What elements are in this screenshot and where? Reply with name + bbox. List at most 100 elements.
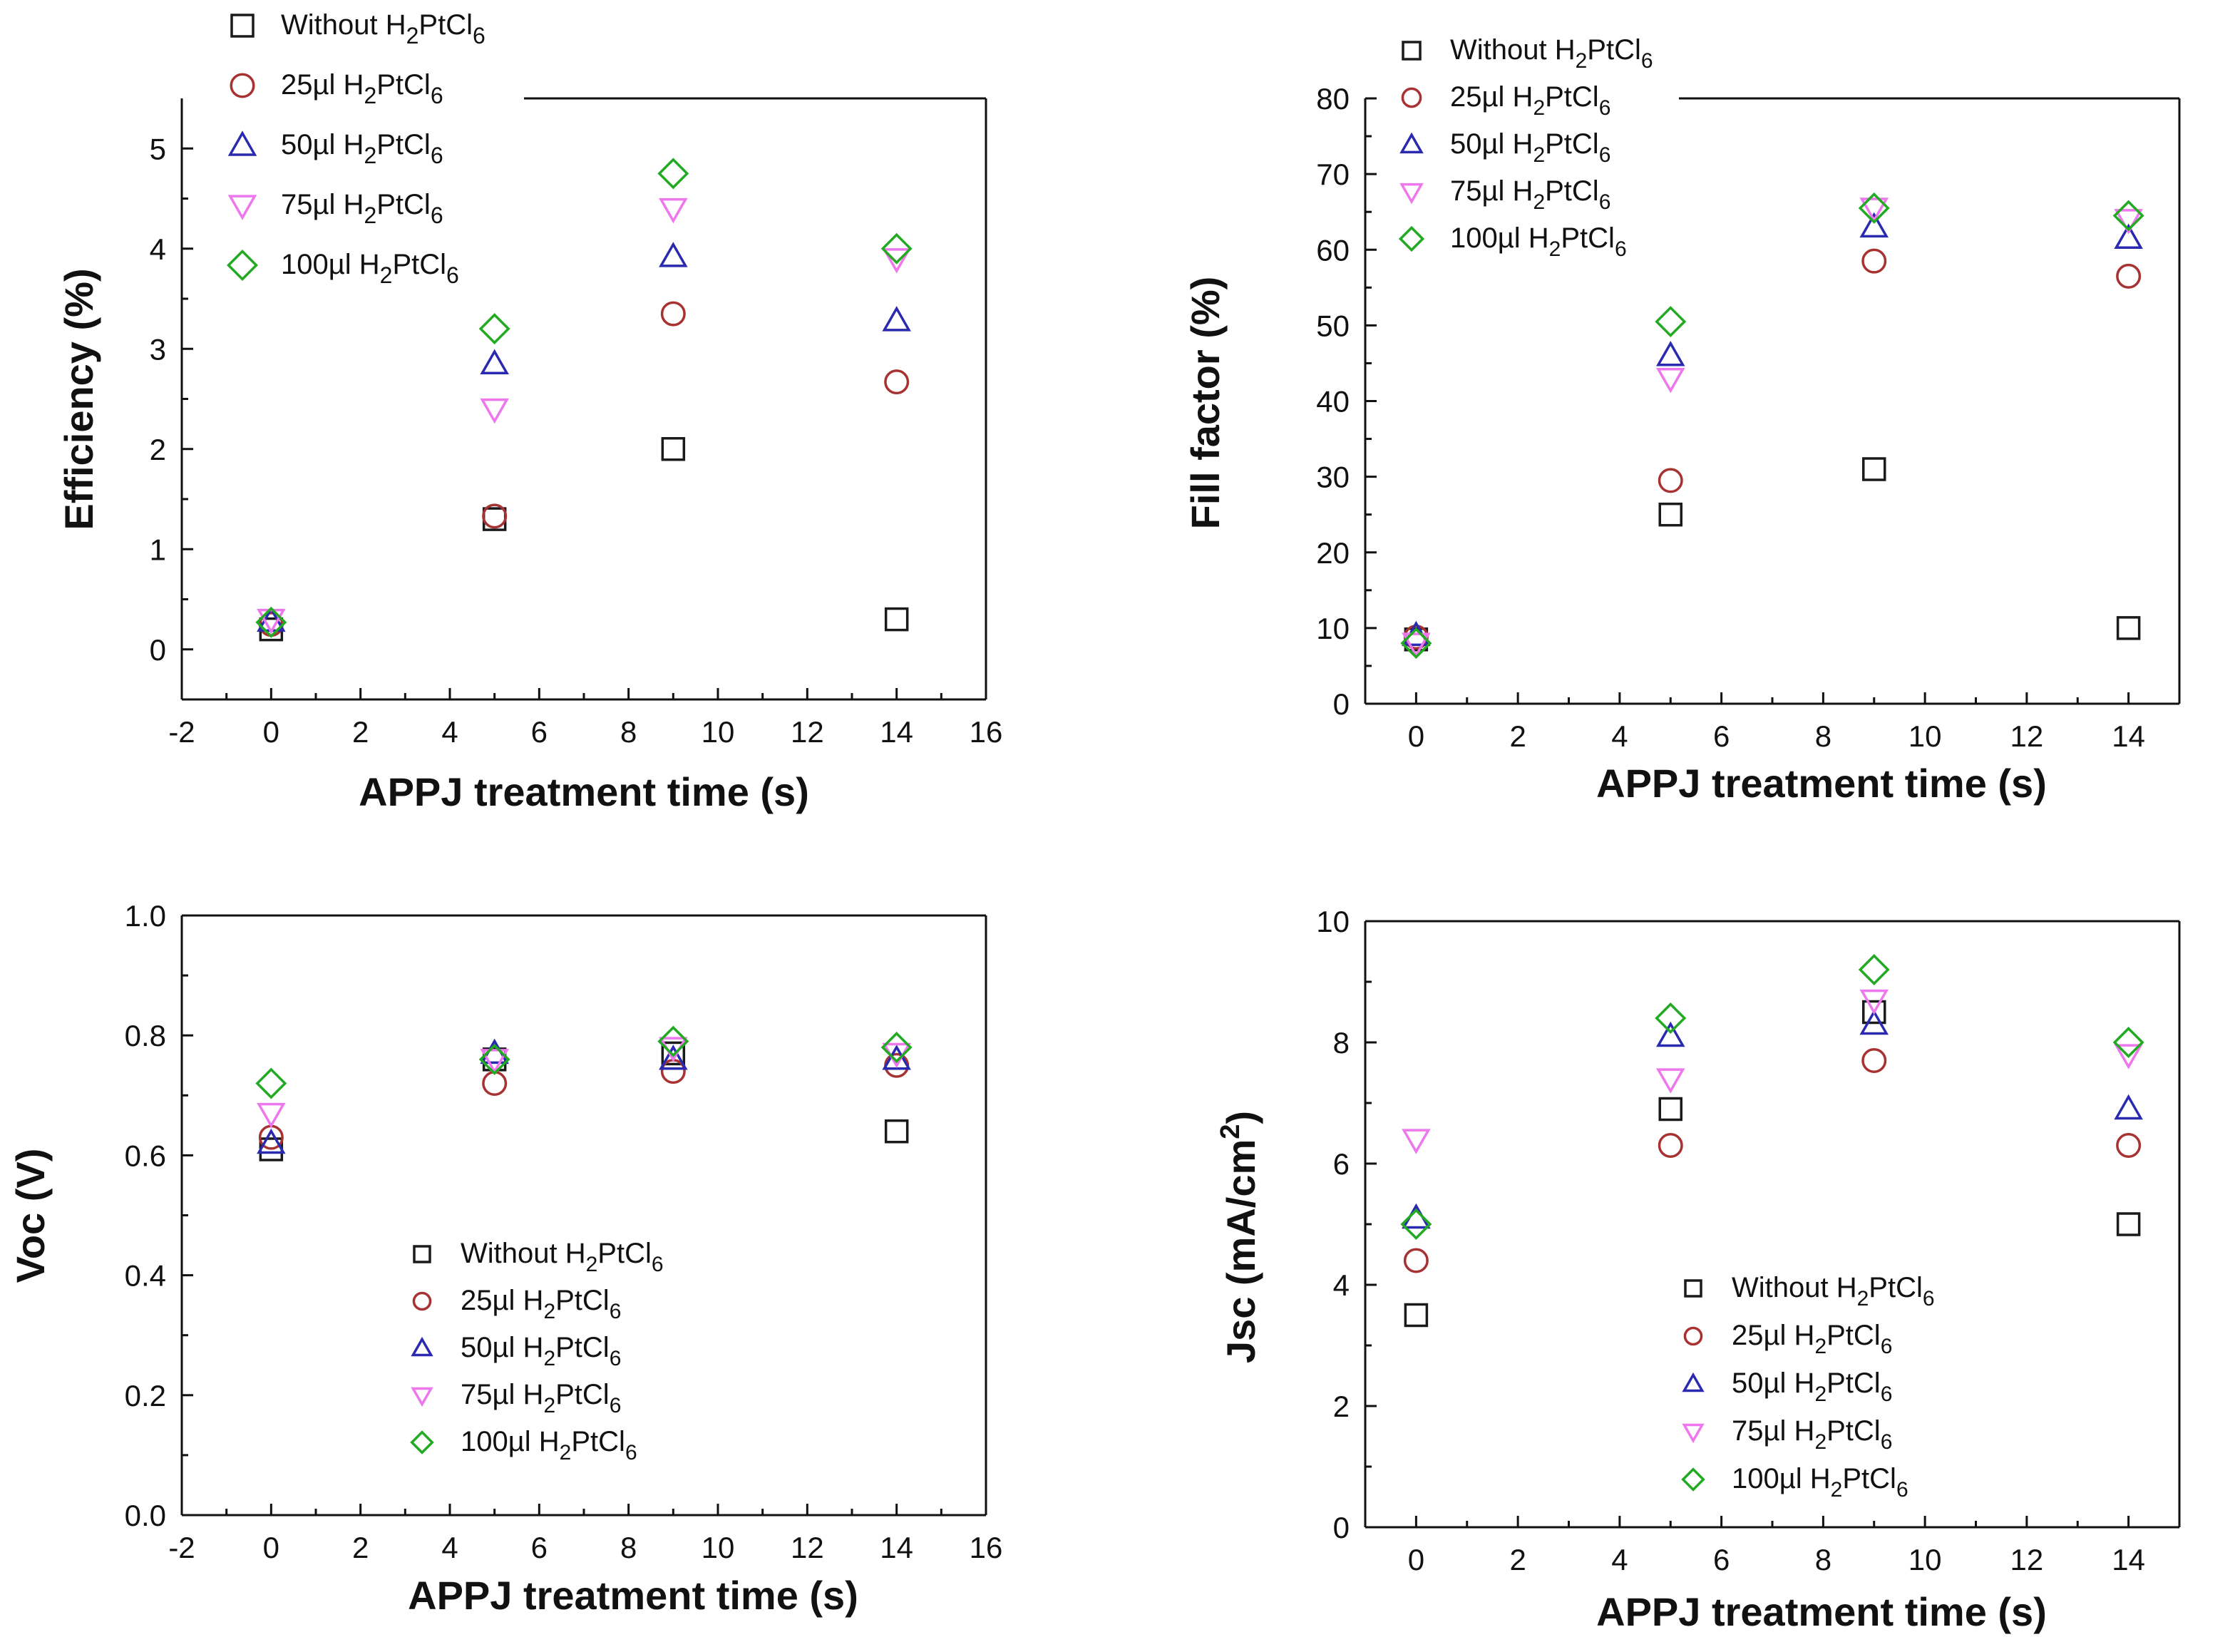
data-point (2116, 1212, 2141, 1236)
legend-label: 100µl H2PtCl6 (461, 1426, 637, 1464)
x-axis-label: APPJ treatment time (s) (1596, 1589, 2047, 1634)
x-tick-label: 10 (1908, 1543, 1942, 1576)
x-tick-label: 12 (791, 1531, 824, 1564)
series-triangle-up (257, 1038, 911, 1154)
y-tick-label: 0.0 (125, 1499, 166, 1532)
data-point (482, 1070, 508, 1096)
y-tick-label: 0.4 (125, 1259, 166, 1293)
legend-label: 50µl H2PtCl6 (1450, 128, 1610, 167)
data-point (1400, 627, 1432, 660)
data-point (1658, 502, 1682, 527)
legend-marker (1682, 1423, 1705, 1444)
x-tick-label: 2 (1509, 1543, 1526, 1576)
data-point (1403, 1248, 1429, 1273)
data-point (1862, 1000, 1886, 1025)
y-tick-label: 2 (150, 433, 166, 466)
data-point (659, 1045, 688, 1070)
y-tick-label: 3 (150, 332, 166, 366)
chart-panel-fill-factor: 0 2 4 6 8 10 12 14 0 10 20 30 40 50 60 70 80 APPJ treatme… (1183, 34, 2181, 806)
chart-panel-voc: -2 0 2 4 6 8 10 12 14 16 0.0 0.2 0.4 0.6 0.8 1.0 APPJ tr… (8, 899, 1002, 1618)
data-point (257, 1102, 286, 1129)
x-tick-label: 8 (620, 715, 637, 749)
x-tick-label: 0 (263, 715, 279, 749)
y-tick-label: 0.6 (125, 1139, 166, 1172)
legend-label: 50µl H2PtCl6 (461, 1332, 621, 1370)
y-tick-label: 20 (1316, 536, 1350, 570)
x-tick-label: 14 (880, 1531, 913, 1564)
x-tick-label: 8 (620, 1531, 637, 1564)
y-tick-label: 2 (1333, 1390, 1350, 1423)
data-point (2114, 223, 2143, 250)
data-point (478, 1043, 510, 1075)
x-axis-label: APPJ treatment time (s) (1596, 761, 2047, 806)
data-point (2114, 1094, 2143, 1120)
legend-label: 75µl H2PtCl6 (1450, 175, 1610, 214)
y-tick-label: 5 (150, 132, 166, 165)
data-point (2116, 263, 2142, 289)
data-point (1859, 1009, 1889, 1035)
legend-label: 25µl H2PtCl6 (1732, 1320, 1892, 1358)
data-point (659, 242, 688, 267)
data-point (2112, 1027, 2144, 1058)
legend-label: 75µl H2PtCl6 (281, 189, 443, 228)
y-tick-label: 8 (1333, 1026, 1350, 1060)
data-point (257, 1128, 286, 1154)
y-tick-label: 6 (1333, 1147, 1350, 1181)
y-tick-label: 10 (1316, 612, 1350, 645)
x-tick-label: 8 (1815, 719, 1831, 753)
data-point (882, 306, 911, 332)
x-tick-label: 10 (1908, 719, 1942, 753)
legend-marker (1401, 87, 1422, 108)
series-diamond (1400, 954, 2144, 1240)
series-triangle-up (1402, 1009, 2143, 1229)
x-tick-label: 12 (2010, 1543, 2044, 1576)
series-circle (1403, 248, 2142, 650)
legend-marker (411, 1387, 433, 1407)
data-point (1861, 248, 1887, 274)
x-tick-label: 4 (441, 715, 458, 749)
data-point (2116, 1133, 2142, 1158)
legend-marker (1683, 1326, 1703, 1346)
legend-marker (227, 250, 258, 281)
y-tick-label: 60 (1316, 233, 1350, 267)
x-tick-label: 14 (2112, 1543, 2145, 1576)
legend-marker (227, 195, 257, 220)
data-point (478, 313, 510, 345)
data-point (1859, 212, 1889, 238)
x-tick-label: 8 (1815, 1543, 1831, 1576)
legend-marker (1402, 41, 1422, 61)
data-point (1858, 192, 1890, 224)
series-square (259, 437, 909, 642)
x-axis-label: APPJ treatment time (s) (359, 769, 809, 814)
y-tick-label: 0 (150, 633, 166, 667)
x-tick-label: 14 (2112, 719, 2145, 753)
x-tick-label: 4 (441, 1531, 458, 1564)
y-tick-label: 1 (150, 533, 166, 566)
legend-label: 100µl H2PtCl6 (281, 249, 459, 288)
legend-marker (230, 73, 255, 98)
y-tick-label: 70 (1316, 158, 1350, 191)
legend-marker (1398, 225, 1425, 252)
x-tick-label: 14 (880, 715, 913, 749)
series-diamond (255, 158, 913, 638)
series-triangle-down (1402, 197, 2143, 658)
y-tick-label: 0.2 (125, 1379, 166, 1412)
legend-marker (410, 1430, 434, 1455)
y-tick-label: 4 (1333, 1268, 1350, 1302)
x-tick-label: 16 (970, 1531, 1003, 1564)
data-point (657, 158, 689, 190)
series-triangle-down (257, 1037, 911, 1129)
y-tick-label: 40 (1316, 385, 1350, 419)
data-point (1655, 1021, 1685, 1047)
x-axis-label: APPJ treatment time (s) (408, 1573, 858, 1618)
x-tick-label: 12 (2010, 719, 2044, 753)
y-tick-label: 0.8 (125, 1019, 166, 1052)
data-point (1658, 1097, 1682, 1122)
x-tick-label: 12 (791, 715, 824, 749)
legend-marker (1681, 1467, 1705, 1492)
data-point (482, 503, 508, 529)
series-triangle-up (257, 242, 911, 632)
plot-frame (1364, 920, 2181, 1529)
x-tick-label: 0 (263, 1531, 279, 1564)
legend-marker (1399, 183, 1424, 205)
